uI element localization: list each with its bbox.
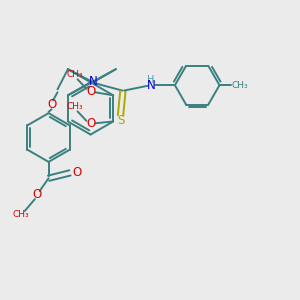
Text: O: O (72, 167, 81, 179)
Text: CH₃: CH₃ (66, 70, 83, 79)
Text: N: N (89, 75, 98, 88)
Text: O: O (86, 117, 95, 130)
Text: CH₃: CH₃ (66, 102, 83, 111)
Text: O: O (47, 98, 57, 111)
Text: S: S (117, 114, 124, 128)
Text: O: O (33, 188, 42, 201)
Text: CH₃: CH₃ (231, 81, 248, 90)
Text: O: O (86, 85, 95, 98)
Text: H: H (147, 75, 155, 85)
Text: CH₃: CH₃ (13, 210, 29, 219)
Text: N: N (147, 79, 155, 92)
